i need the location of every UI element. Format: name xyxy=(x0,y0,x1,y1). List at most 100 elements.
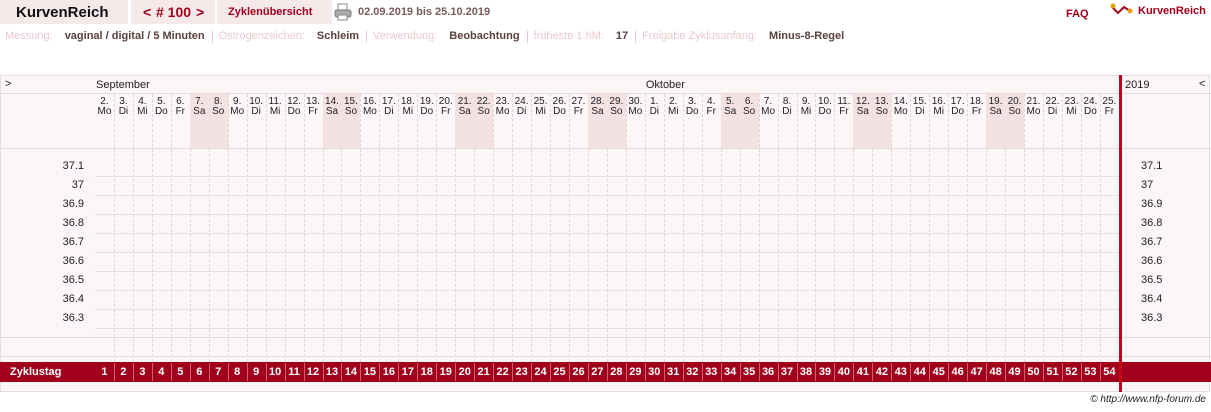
cycle-day: 5 xyxy=(177,366,184,378)
day-date: 5. xyxy=(725,96,735,107)
column-line xyxy=(872,94,874,362)
temp-label: 36.5 xyxy=(1141,274,1163,286)
day-weekday: So xyxy=(212,106,225,117)
day-date: 5. xyxy=(157,96,166,107)
cycle-day-sep xyxy=(1005,363,1007,381)
info-label: Verwendung: xyxy=(373,30,438,42)
day-weekday: Mo xyxy=(628,106,643,117)
day-date: 21. xyxy=(457,96,472,107)
day-weekday: Di xyxy=(649,106,660,117)
today-line xyxy=(1119,75,1122,392)
cycle-day: 31 xyxy=(667,366,680,378)
month-label: Oktober xyxy=(645,79,685,91)
column-line xyxy=(777,94,779,362)
day-date: 11. xyxy=(837,96,851,107)
day-weekday: Mo xyxy=(495,106,510,117)
column-line xyxy=(606,94,608,362)
day-date: 9. xyxy=(801,96,811,107)
cycle-day-sep xyxy=(682,363,684,381)
day-date: 14. xyxy=(325,96,339,107)
cycle-day-sep xyxy=(644,363,646,381)
cycle-day: 6 xyxy=(196,366,203,378)
cycle-day: 29 xyxy=(629,366,642,378)
day-date: 11. xyxy=(268,96,282,107)
cycle-day-label: Zyklustag xyxy=(10,366,62,378)
day-weekday: Di xyxy=(118,106,129,117)
cycle-day: 40 xyxy=(837,366,851,378)
prev-button[interactable]: < xyxy=(143,4,152,20)
temp-label: 36.6 xyxy=(62,255,84,267)
cycle-day: 24 xyxy=(534,366,547,378)
day-date: 12. xyxy=(287,96,302,107)
day-weekday: Fr xyxy=(706,106,716,117)
column-line xyxy=(910,94,912,362)
cycle-day-sep xyxy=(455,363,457,381)
day-weekday: Mi xyxy=(1066,106,1077,117)
cycle-day-sep xyxy=(948,363,950,381)
day-weekday: Mo xyxy=(97,106,112,117)
day-date: 21. xyxy=(1026,96,1041,107)
logo-text[interactable]: KurvenReich xyxy=(1138,5,1206,17)
day-date: 18. xyxy=(969,96,984,107)
weekend-shade xyxy=(1005,94,1025,148)
print-icon[interactable] xyxy=(334,3,352,21)
cycle-day: 28 xyxy=(610,366,623,378)
cycle-day: 30 xyxy=(648,366,661,378)
cycle-day-sep xyxy=(569,363,570,381)
cycle-day: 14 xyxy=(344,366,358,378)
cycle-day: 15 xyxy=(363,366,377,378)
cycle-day-sep xyxy=(796,363,798,381)
scroll-right[interactable]: < xyxy=(1199,78,1206,90)
overview-link[interactable]: Zyklenübersicht xyxy=(228,6,313,18)
day-date: 19. xyxy=(419,96,434,107)
day-weekday: Mi xyxy=(402,106,414,117)
day-date: 23. xyxy=(495,96,510,107)
column-line xyxy=(853,94,855,362)
day-date: 1. xyxy=(650,96,659,107)
day-weekday: Mi xyxy=(933,106,944,117)
cycle-day-sep xyxy=(1099,363,1101,381)
weekend-shade xyxy=(189,94,209,148)
cycle-day: 22 xyxy=(496,366,509,378)
day-weekday: So xyxy=(742,106,756,117)
weekend-shade xyxy=(208,94,228,148)
scroll-left[interactable]: > xyxy=(5,78,12,90)
day-weekday: Mi xyxy=(667,106,679,117)
cycle-day-sep xyxy=(322,363,324,381)
cycle-day: 46 xyxy=(951,366,964,378)
weekend-shade xyxy=(322,94,342,148)
weekend-shade xyxy=(720,94,740,148)
day-date: 2. xyxy=(100,96,109,107)
cycle-day-sep xyxy=(720,363,722,381)
brand: KurvenReich xyxy=(16,4,109,21)
row-line xyxy=(0,337,1211,338)
faq-link[interactable]: FAQ xyxy=(1066,8,1089,20)
column-line xyxy=(587,94,589,362)
info-value: Minus-8-Regel xyxy=(769,30,845,42)
logo-icon[interactable] xyxy=(1110,1,1134,19)
column-line xyxy=(493,94,495,362)
next-button[interactable]: > xyxy=(196,4,205,20)
cycle-day: 37 xyxy=(780,366,794,378)
cycle-day: 42 xyxy=(875,366,888,378)
cycle-day-sep xyxy=(132,363,134,381)
year: 2019 xyxy=(1125,79,1150,91)
day-weekday: Do xyxy=(951,106,965,117)
day-date: 30. xyxy=(628,96,643,107)
column-line xyxy=(512,94,514,362)
separator xyxy=(635,31,637,43)
day-date: 20. xyxy=(438,96,453,107)
day-weekday: Mi xyxy=(800,106,812,117)
weekend-shade xyxy=(606,94,626,148)
temp-label: 36.7 xyxy=(1141,236,1163,248)
cycle-day-sep xyxy=(417,363,419,381)
day-date: 20. xyxy=(1007,96,1022,107)
separator xyxy=(366,31,368,43)
day-date: 28. xyxy=(590,96,605,107)
day-weekday: Mo xyxy=(1026,106,1041,117)
day-date: 4. xyxy=(138,96,147,107)
day-weekday: Do xyxy=(287,106,301,117)
cycle-day: 45 xyxy=(932,366,945,378)
temp-label: 36.9 xyxy=(62,198,84,210)
day-weekday: So xyxy=(1008,106,1021,117)
